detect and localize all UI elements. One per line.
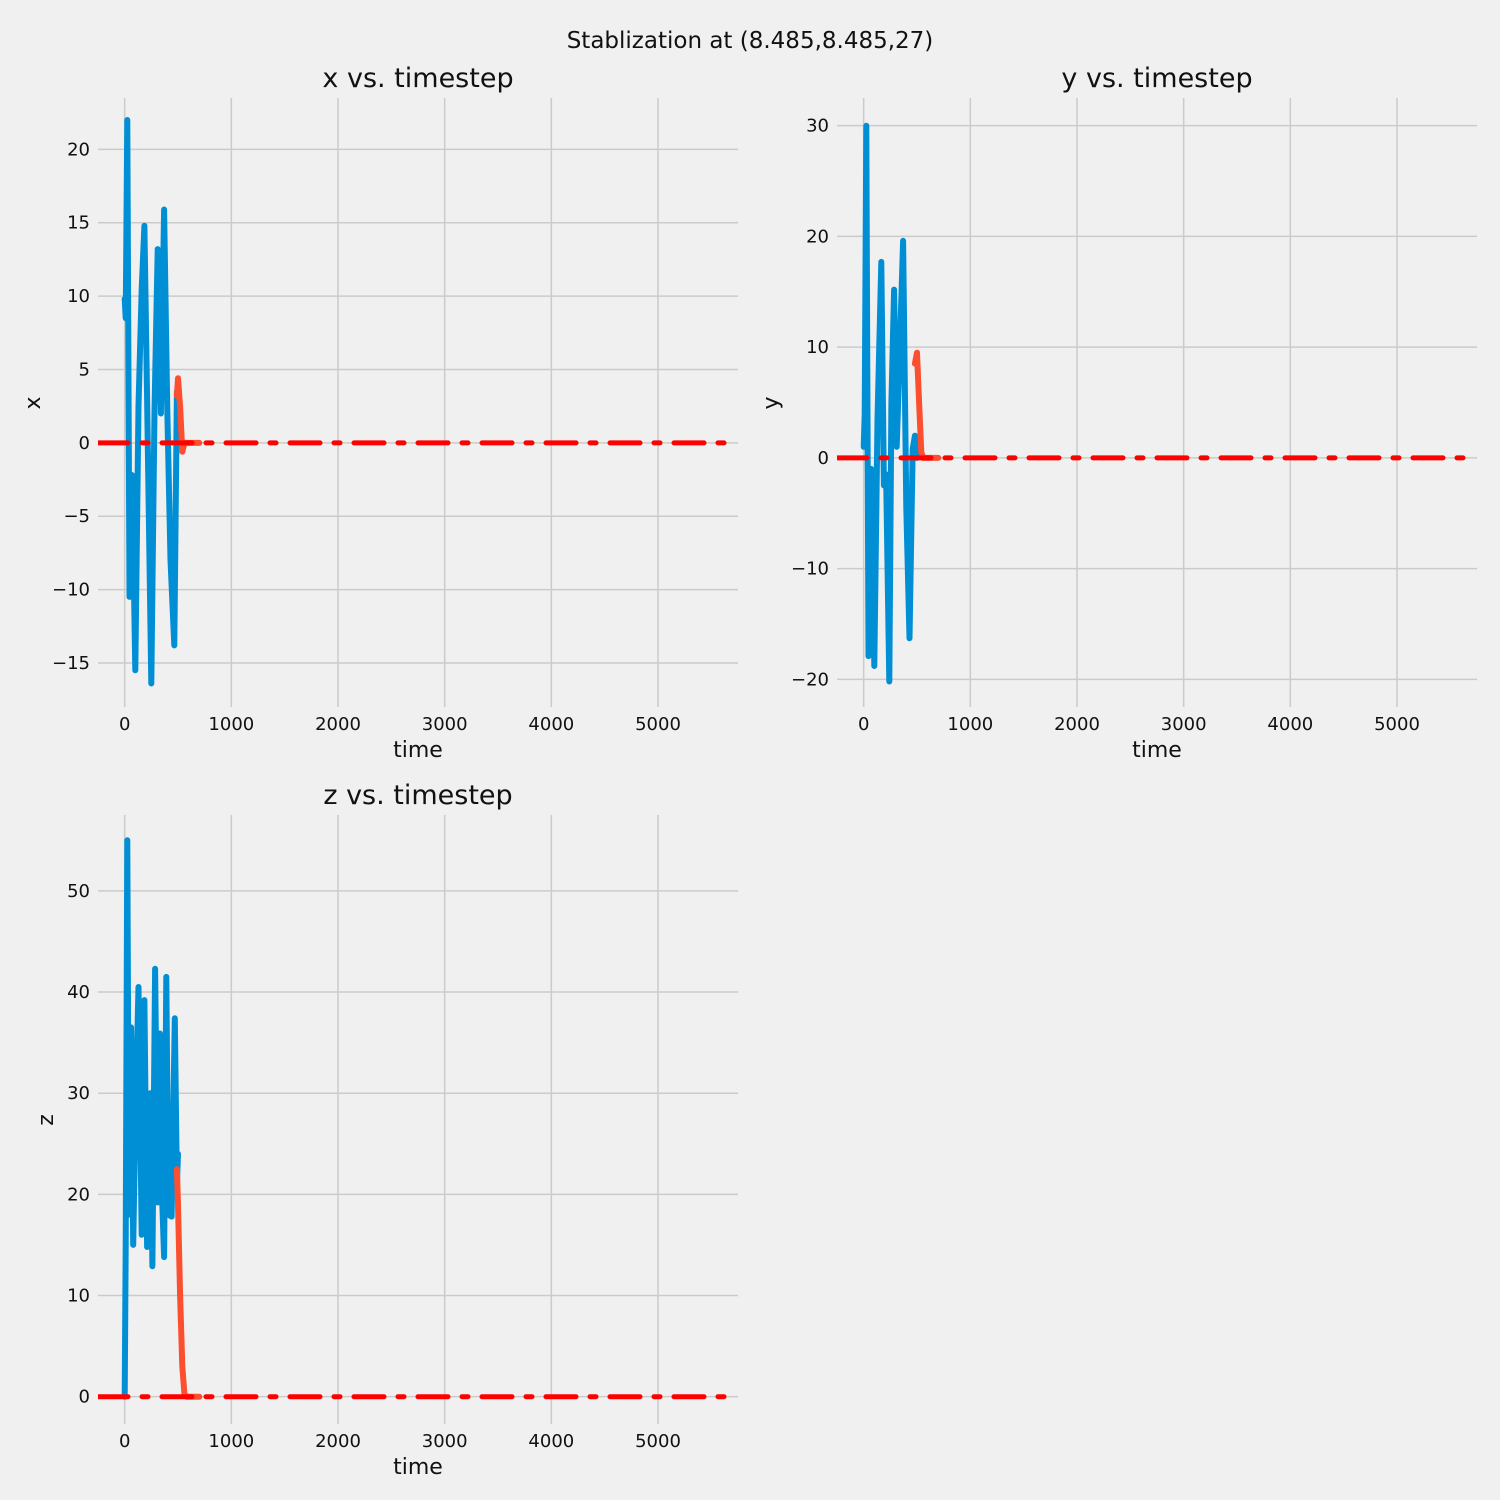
subplot-x: x vs. timestep time x 0 1000 2000 3000 4000 5… [21, 63, 738, 763]
x-tick-label: 2000 [315, 714, 361, 735]
x-tick-label: 3000 [1161, 714, 1207, 735]
x-tick-label: 0 [119, 714, 130, 735]
tick-labels: 0 1000 2000 3000 4000 5000 0 10 20 30 40 50 [67, 881, 681, 1452]
y-tick-label: 20 [806, 226, 829, 247]
subplot-title: z vs. timestep [323, 780, 512, 811]
gridlines [98, 815, 738, 1424]
y-tick-label: −10 [52, 580, 90, 601]
figure-suptitle: Stablization at (8.485,8.485,27) [567, 28, 934, 54]
y-tick-label: 5 [79, 359, 90, 380]
x-tick-label: 4000 [528, 1431, 574, 1452]
tick-labels: 0 1000 2000 3000 4000 5000 −20 −10 0 10 20 30 [791, 116, 1420, 735]
y-tick-label: 0 [79, 433, 90, 454]
y-tick-label: −20 [791, 669, 829, 690]
y-tick-label: 40 [67, 982, 90, 1003]
subplot-title: x vs. timestep [322, 63, 513, 94]
x-tick-label: 0 [119, 1431, 130, 1452]
y-tick-label: 20 [67, 139, 90, 160]
y-axis-label: z [34, 1114, 59, 1126]
data-lines [837, 122, 1477, 685]
y-tick-label: 30 [67, 1083, 90, 1104]
y-tick-label: 10 [806, 337, 829, 358]
y-tick-label: 10 [67, 1286, 90, 1307]
x-tick-label: 3000 [422, 714, 468, 735]
y-axis-label: x [21, 396, 46, 409]
y-tick-label: 50 [67, 881, 90, 902]
y-tick-label: 0 [79, 1387, 90, 1408]
data-lines [98, 837, 738, 1400]
y-axis-label: y [759, 396, 784, 409]
x-tick-label: 5000 [635, 1431, 681, 1452]
subplot-z: z vs. timestep time z 0 1000 2000 3000 4000 5… [34, 780, 738, 1480]
subplot-title: y vs. timestep [1061, 63, 1252, 94]
x-tick-label: 4000 [528, 714, 574, 735]
x-tick-label: 5000 [1374, 714, 1420, 735]
x-tick-label: 2000 [1054, 714, 1100, 735]
y-tick-label: −15 [52, 653, 90, 674]
x-tick-label: 1000 [208, 1431, 254, 1452]
x-tick-label: 2000 [315, 1431, 361, 1452]
y-tick-label: 15 [67, 213, 90, 234]
trajectory-line [121, 837, 181, 1400]
x-tick-label: 5000 [635, 714, 681, 735]
y-tick-label: 20 [67, 1184, 90, 1205]
trajectory-line [860, 122, 920, 685]
x-axis-label: time [393, 1455, 443, 1480]
subplot-y: y vs. timestep time y 0 1000 2000 3000 4000 5… [759, 63, 1477, 763]
x-tick-label: 1000 [208, 714, 254, 735]
tick-labels: 0 1000 2000 3000 4000 5000 −15 −10 −5 0 5 10 15 20 [52, 139, 681, 735]
x-axis-label: time [1132, 738, 1182, 763]
y-tick-label: 10 [67, 286, 90, 307]
y-tick-label: 30 [806, 116, 829, 137]
data-lines [98, 117, 738, 687]
x-tick-label: 1000 [947, 714, 993, 735]
y-tick-label: −10 [791, 559, 829, 580]
x-tick-label: 3000 [422, 1431, 468, 1452]
y-tick-label: −5 [63, 506, 90, 527]
y-tick-label: 0 [818, 448, 829, 469]
trajectory-line [121, 117, 181, 687]
x-tick-label: 4000 [1267, 714, 1313, 735]
x-tick-label: 0 [858, 714, 869, 735]
x-axis-label: time [393, 738, 443, 763]
